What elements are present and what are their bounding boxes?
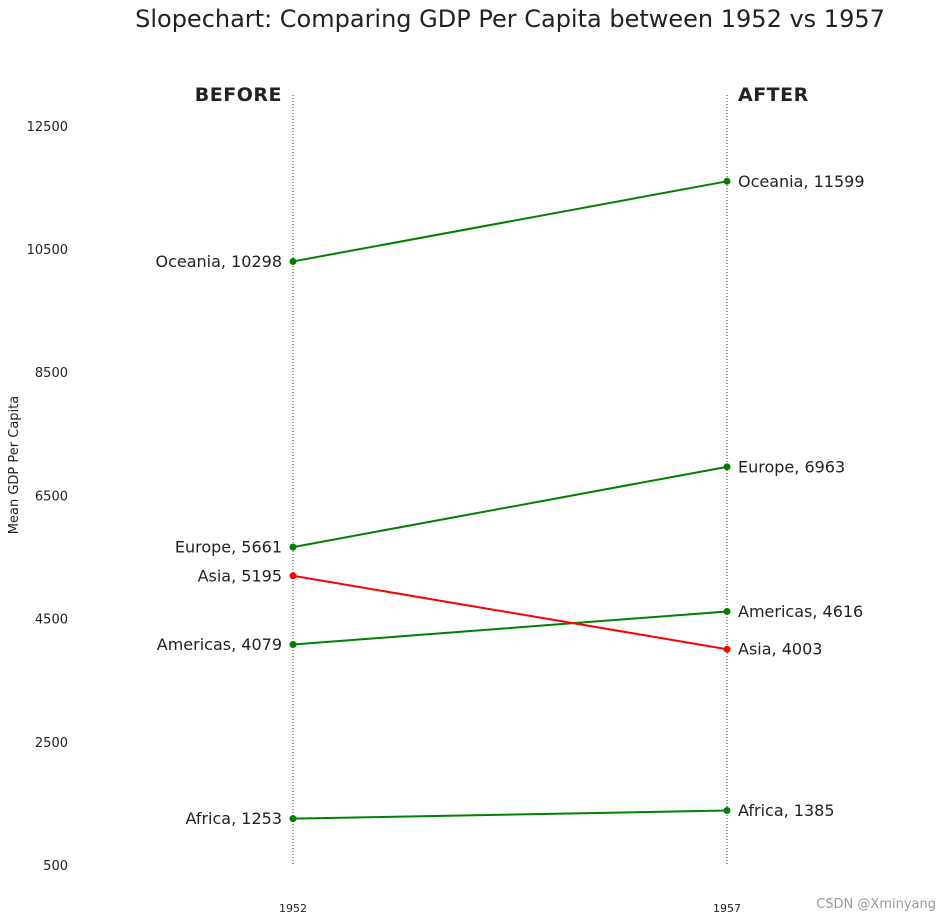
year-guide-lines (292, 95, 728, 865)
series-oceania: Oceania, 10298 Oceania, 11599 (156, 172, 865, 271)
label-americas-1952: Americas, 4079 (157, 635, 282, 654)
point-americas-1952 (289, 641, 297, 649)
label-africa-1957: Africa, 1385 (738, 801, 835, 820)
slope-line-oceania (292, 180, 728, 263)
label-africa-1952: Africa, 1253 (185, 809, 282, 828)
x-tick-label: 1957 (713, 902, 741, 915)
label-americas-1957: Americas, 4616 (738, 602, 863, 621)
slope-line-americas (292, 610, 728, 646)
y-tick-label: 12500 (27, 120, 68, 135)
label-asia-1957: Asia, 4003 (738, 640, 822, 659)
series-americas: Americas, 4079 Americas, 4616 (157, 602, 863, 654)
y-tick-label: 500 (43, 859, 68, 874)
after-header: AFTER (738, 84, 809, 106)
label-europe-1952: Europe, 5661 (175, 538, 282, 557)
y-tick-label: 2500 (35, 736, 68, 751)
point-europe-1952 (289, 543, 297, 551)
slope-line-africa (292, 809, 728, 820)
point-americas-1957 (723, 607, 731, 615)
series-europe: Europe, 5661 Europe, 6963 (175, 457, 845, 556)
label-asia-1952: Asia, 5195 (198, 566, 282, 585)
slope-line-asia (292, 574, 728, 651)
point-asia-1952 (289, 572, 297, 580)
series-asia: Asia, 5195 Asia, 4003 (198, 566, 823, 658)
y-axis-ticks: 500 2500 4500 6500 8500 10500 12500 (27, 120, 68, 874)
label-oceania-1952: Oceania, 10298 (156, 252, 283, 271)
watermark: CSDN @Xminyang (816, 897, 936, 912)
point-oceania-1957 (723, 177, 731, 185)
slope-line-europe (292, 465, 728, 549)
point-africa-1952 (289, 815, 297, 823)
y-tick-label: 4500 (35, 613, 68, 628)
y-axis-label: Mean GDP Per Capita (7, 396, 22, 534)
label-oceania-1957: Oceania, 11599 (738, 172, 865, 191)
chart-title: Slopechart: Comparing GDP Per Capita bet… (135, 5, 885, 33)
series-africa: Africa, 1253 Africa, 1385 (185, 801, 834, 828)
x-axis-ticks: 1952 1957 (279, 902, 741, 915)
y-tick-label: 8500 (35, 366, 68, 381)
y-tick-label: 6500 (35, 489, 68, 504)
point-europe-1957 (723, 463, 731, 471)
point-asia-1957 (723, 645, 731, 653)
before-header: BEFORE (195, 84, 282, 106)
label-europe-1957: Europe, 6963 (738, 457, 845, 476)
point-oceania-1952 (289, 257, 297, 265)
point-africa-1957 (723, 806, 731, 814)
x-tick-label: 1952 (279, 902, 307, 915)
y-tick-label: 10500 (27, 243, 68, 258)
